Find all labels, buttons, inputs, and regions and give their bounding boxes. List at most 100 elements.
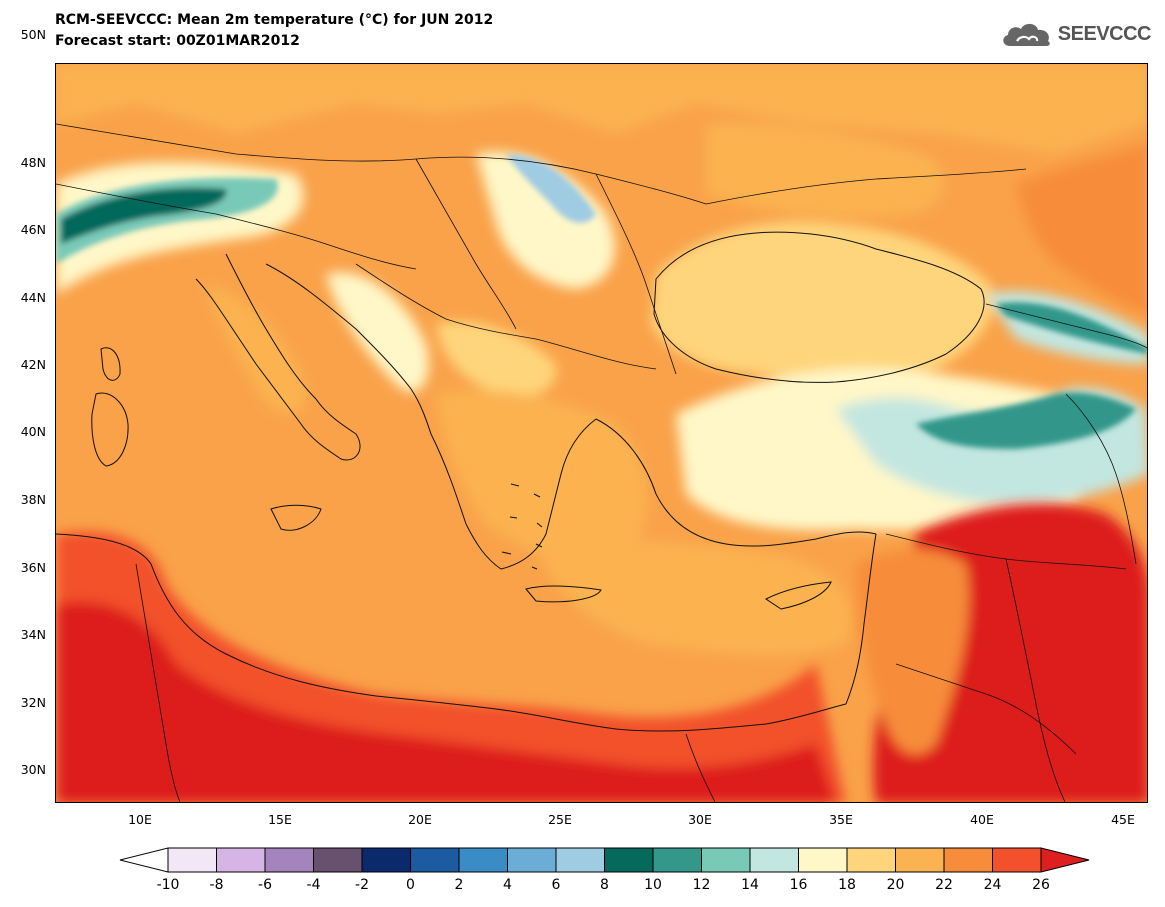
lat-label-34n: 34N (20, 627, 46, 642)
colorbar-swatch (361, 847, 411, 873)
lon-label-30e: 30E (688, 812, 712, 827)
lat-label-44n: 44N (20, 290, 46, 305)
middle-east-orange-field (856, 549, 969, 755)
north-africa-red-field (56, 602, 836, 802)
colorbar-tick-label: 8 (600, 877, 609, 893)
colorbar-swatch (652, 847, 702, 873)
colorbar-tick-label: 2 (455, 877, 464, 893)
dinaric-pale-field (326, 272, 429, 392)
map-title: RCM-SEEVCCC: Mean 2m temperature (°C) fo… (55, 12, 494, 28)
border-caucasus (985, 303, 1147, 349)
forecast-start-subtitle: Forecast start: 00Z01MAR2012 (55, 33, 300, 49)
colorbar-tick-label: 26 (1032, 877, 1050, 893)
aegean-islands (501, 483, 543, 570)
temperature-map (55, 63, 1148, 803)
colorbar-tick-label: 16 (790, 877, 808, 893)
lon-label-35e: 35E (829, 812, 853, 827)
colorbar-tick-label: -2 (355, 877, 369, 893)
east-europe-pale-field (706, 123, 945, 218)
colorbar-swatch (943, 847, 993, 873)
balkan-pale-field (436, 321, 557, 396)
colorbar-tick-label: -6 (258, 877, 272, 893)
sardinia-coastline (91, 392, 129, 467)
border-syria (885, 533, 1127, 570)
lon-label-20e: 20E (408, 812, 432, 827)
colorbar-tick-label: 0 (406, 877, 415, 893)
colorbar-swatch (313, 847, 363, 873)
border-ukraine (705, 168, 1027, 205)
colorbar-swatch (458, 847, 508, 873)
temperature-colorbar: -10 -8 -6 -4 -2 0 2 4 6 8 10 12 14 16 18 20 22 24 26 (119, 847, 1090, 893)
border-alps (56, 183, 417, 270)
colorbar-swatch (895, 847, 945, 873)
border-balkans (355, 263, 657, 370)
lon-label-40e: 40E (970, 812, 994, 827)
italy-pale-field (206, 284, 307, 415)
colorbar-tick-label: 10 (644, 877, 662, 893)
turkey-south-coastline (595, 418, 877, 547)
lat-label-40n: 40N (20, 424, 46, 439)
caucasus-dark-field (996, 302, 1147, 354)
colorbar-tick-label: -8 (210, 877, 224, 893)
adriatic-east-coastline (265, 263, 432, 435)
border-iraq (1005, 558, 1066, 802)
colorbar-swatch (604, 847, 654, 873)
cloud-icon (1003, 23, 1050, 46)
lat-label-48n: 48N (20, 155, 46, 170)
lon-label-45e: 45E (1111, 812, 1135, 827)
colorbar-over-triangle (1040, 847, 1090, 873)
colorbar-tick-label: -10 (157, 877, 180, 893)
colorbar-swatch (216, 847, 266, 873)
anatolia-teal-field (916, 392, 1136, 449)
lat-label-38n: 38N (20, 492, 46, 507)
border-libya (135, 563, 181, 802)
border-turkey-east (1065, 393, 1137, 565)
lat-label-46n: 46N (20, 222, 46, 237)
north-africa-coastline (56, 533, 847, 732)
carpathian-blue-field (506, 154, 596, 223)
lat-label-32n: 32N (20, 695, 46, 710)
colorbar-swatch (555, 847, 605, 873)
carpathian-pale-field (476, 152, 615, 289)
colorbar-tick-label: 24 (984, 877, 1002, 893)
border-pannonia (415, 158, 517, 330)
colorbar-swatch (410, 847, 460, 873)
lon-label-15e: 15E (268, 812, 292, 827)
north-east-orange-field (1016, 144, 1147, 314)
lat-label-36n: 36N (20, 560, 46, 575)
colorbar-swatch (507, 847, 557, 873)
crete-coastline (525, 585, 602, 603)
colorbar-tick-label: 12 (693, 877, 711, 893)
sicily-coastline (270, 504, 322, 531)
map-canvas (56, 64, 1147, 802)
black-sea-coastline (653, 231, 985, 383)
colorbar-swatch (992, 847, 1042, 873)
colorbar-swatch (749, 847, 799, 873)
colorbar-tick-label: 4 (503, 877, 512, 893)
colorbar-tick-label: -4 (307, 877, 321, 893)
colorbar-tick-label: 18 (838, 877, 856, 893)
border-jordan (895, 663, 1077, 755)
lat-label-30n: 30N (20, 762, 46, 777)
colorbar-tick-label: 6 (552, 877, 561, 893)
colorbar-swatch (701, 847, 751, 873)
levantine-sea-field (536, 539, 853, 656)
black-sea-field (651, 221, 994, 379)
logo-text: SEEVCCC (1057, 22, 1152, 45)
lat-label-50n: 50N (20, 27, 46, 42)
colorbar-swatch (264, 847, 314, 873)
seevccc-logo: SEEVCCC (1000, 20, 1152, 48)
colorbar-swatch (846, 847, 896, 873)
border-egypt (685, 733, 716, 802)
lon-label-10e: 10E (128, 812, 152, 827)
levant-coastline (845, 533, 877, 705)
border-central-europe (56, 123, 707, 205)
aegean-sea-field (436, 390, 648, 567)
corsica-coastline (100, 347, 121, 381)
lon-label-25e: 25E (548, 812, 572, 827)
cyprus-coastline (765, 581, 832, 610)
alps-dark-field (61, 187, 227, 244)
italy-coastline (195, 253, 361, 461)
colorbar-swatch (798, 847, 848, 873)
colorbar-tick-label: 20 (887, 877, 905, 893)
